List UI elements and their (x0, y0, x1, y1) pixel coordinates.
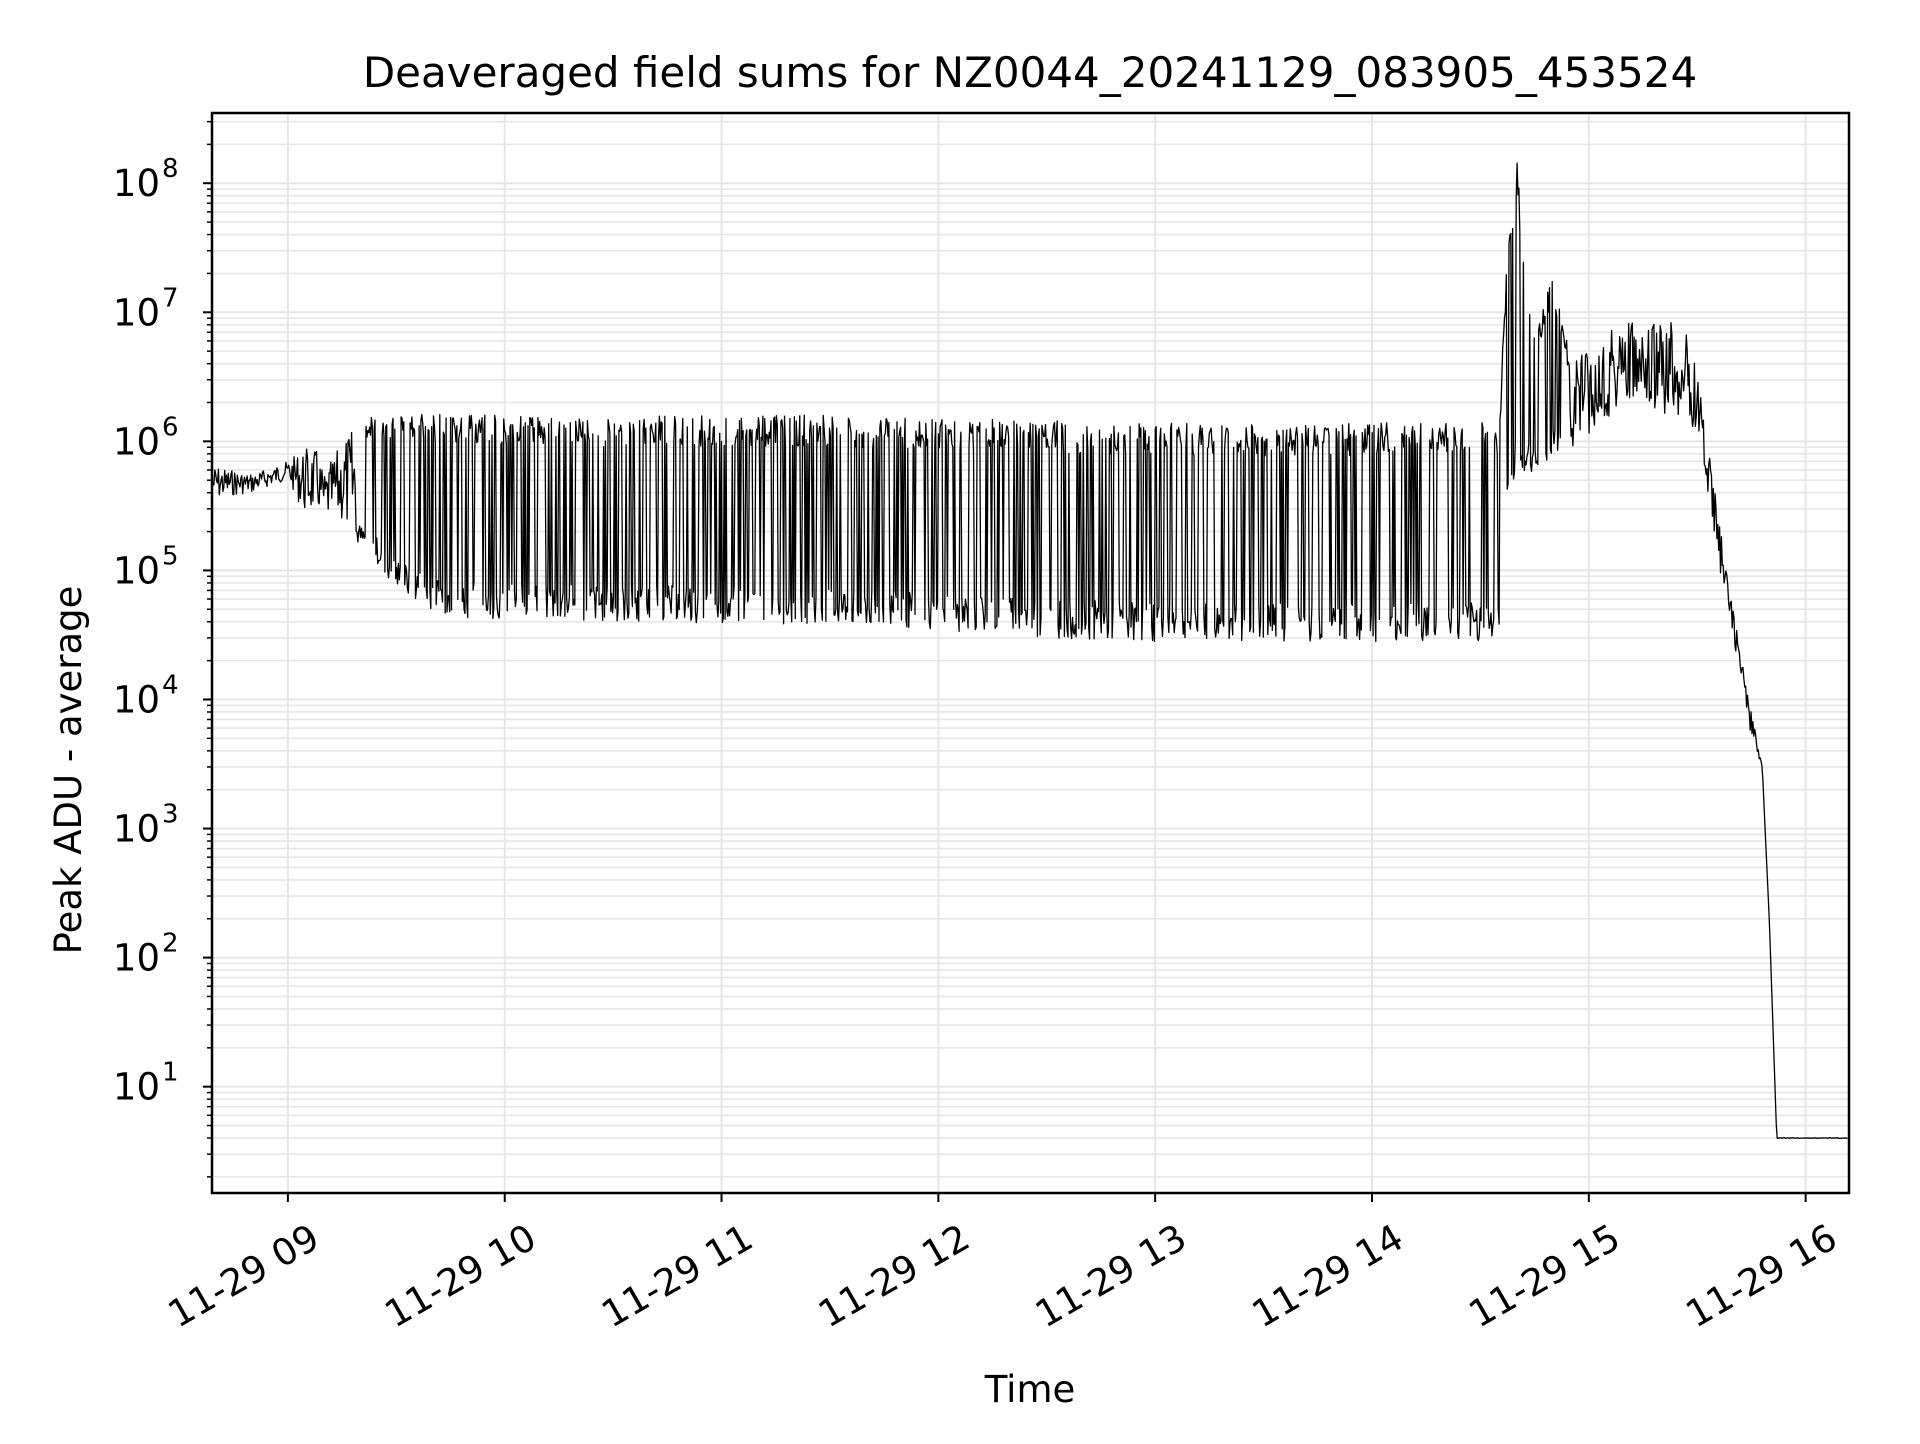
y-tick-exponent: 4 (162, 670, 179, 700)
y-tick-exponent: 7 (162, 283, 179, 313)
x-tick-label: 11-29 11 (594, 1216, 760, 1336)
y-tick-label: 10 (113, 937, 160, 980)
y-tick-exponent: 3 (162, 800, 179, 830)
x-tick-label: 11-29 09 (161, 1216, 327, 1336)
y-tick-exponent: 6 (162, 412, 179, 442)
y-tick-exponent: 5 (162, 541, 179, 571)
y-tick-label: 10 (113, 162, 160, 205)
x-tick-label: 11-29 14 (1245, 1216, 1411, 1336)
y-tick-label: 10 (113, 549, 160, 592)
y-tick-exponent: 2 (162, 929, 179, 959)
x-tick-label: 11-29 16 (1679, 1216, 1845, 1336)
y-tick-exponent: 8 (162, 154, 179, 184)
x-tick-label: 11-29 13 (1028, 1216, 1194, 1336)
y-tick-label: 10 (113, 678, 160, 721)
x-tick-label: 11-29 10 (378, 1216, 544, 1336)
x-tick-label: 11-29 12 (811, 1216, 977, 1336)
series-line (212, 162, 1848, 1139)
plot-frame (210, 111, 1851, 1195)
y-tick-label: 10 (113, 420, 160, 463)
y-tick-label: 10 (113, 808, 160, 851)
y-tick-label: 10 (113, 291, 160, 334)
x-tick-label: 11-29 15 (1462, 1216, 1628, 1336)
x-axis-label: Time (984, 1368, 1076, 1411)
data-layer (212, 162, 1848, 1139)
y-tick-exponent: 1 (162, 1058, 179, 1088)
chart-title: Deaveraged field sums for NZ0044_2024112… (363, 48, 1697, 97)
y-axis-label: Peak ADU - average (47, 586, 90, 955)
y-tick-label: 10 (113, 1066, 160, 1109)
grid-layer (212, 113, 1849, 1193)
